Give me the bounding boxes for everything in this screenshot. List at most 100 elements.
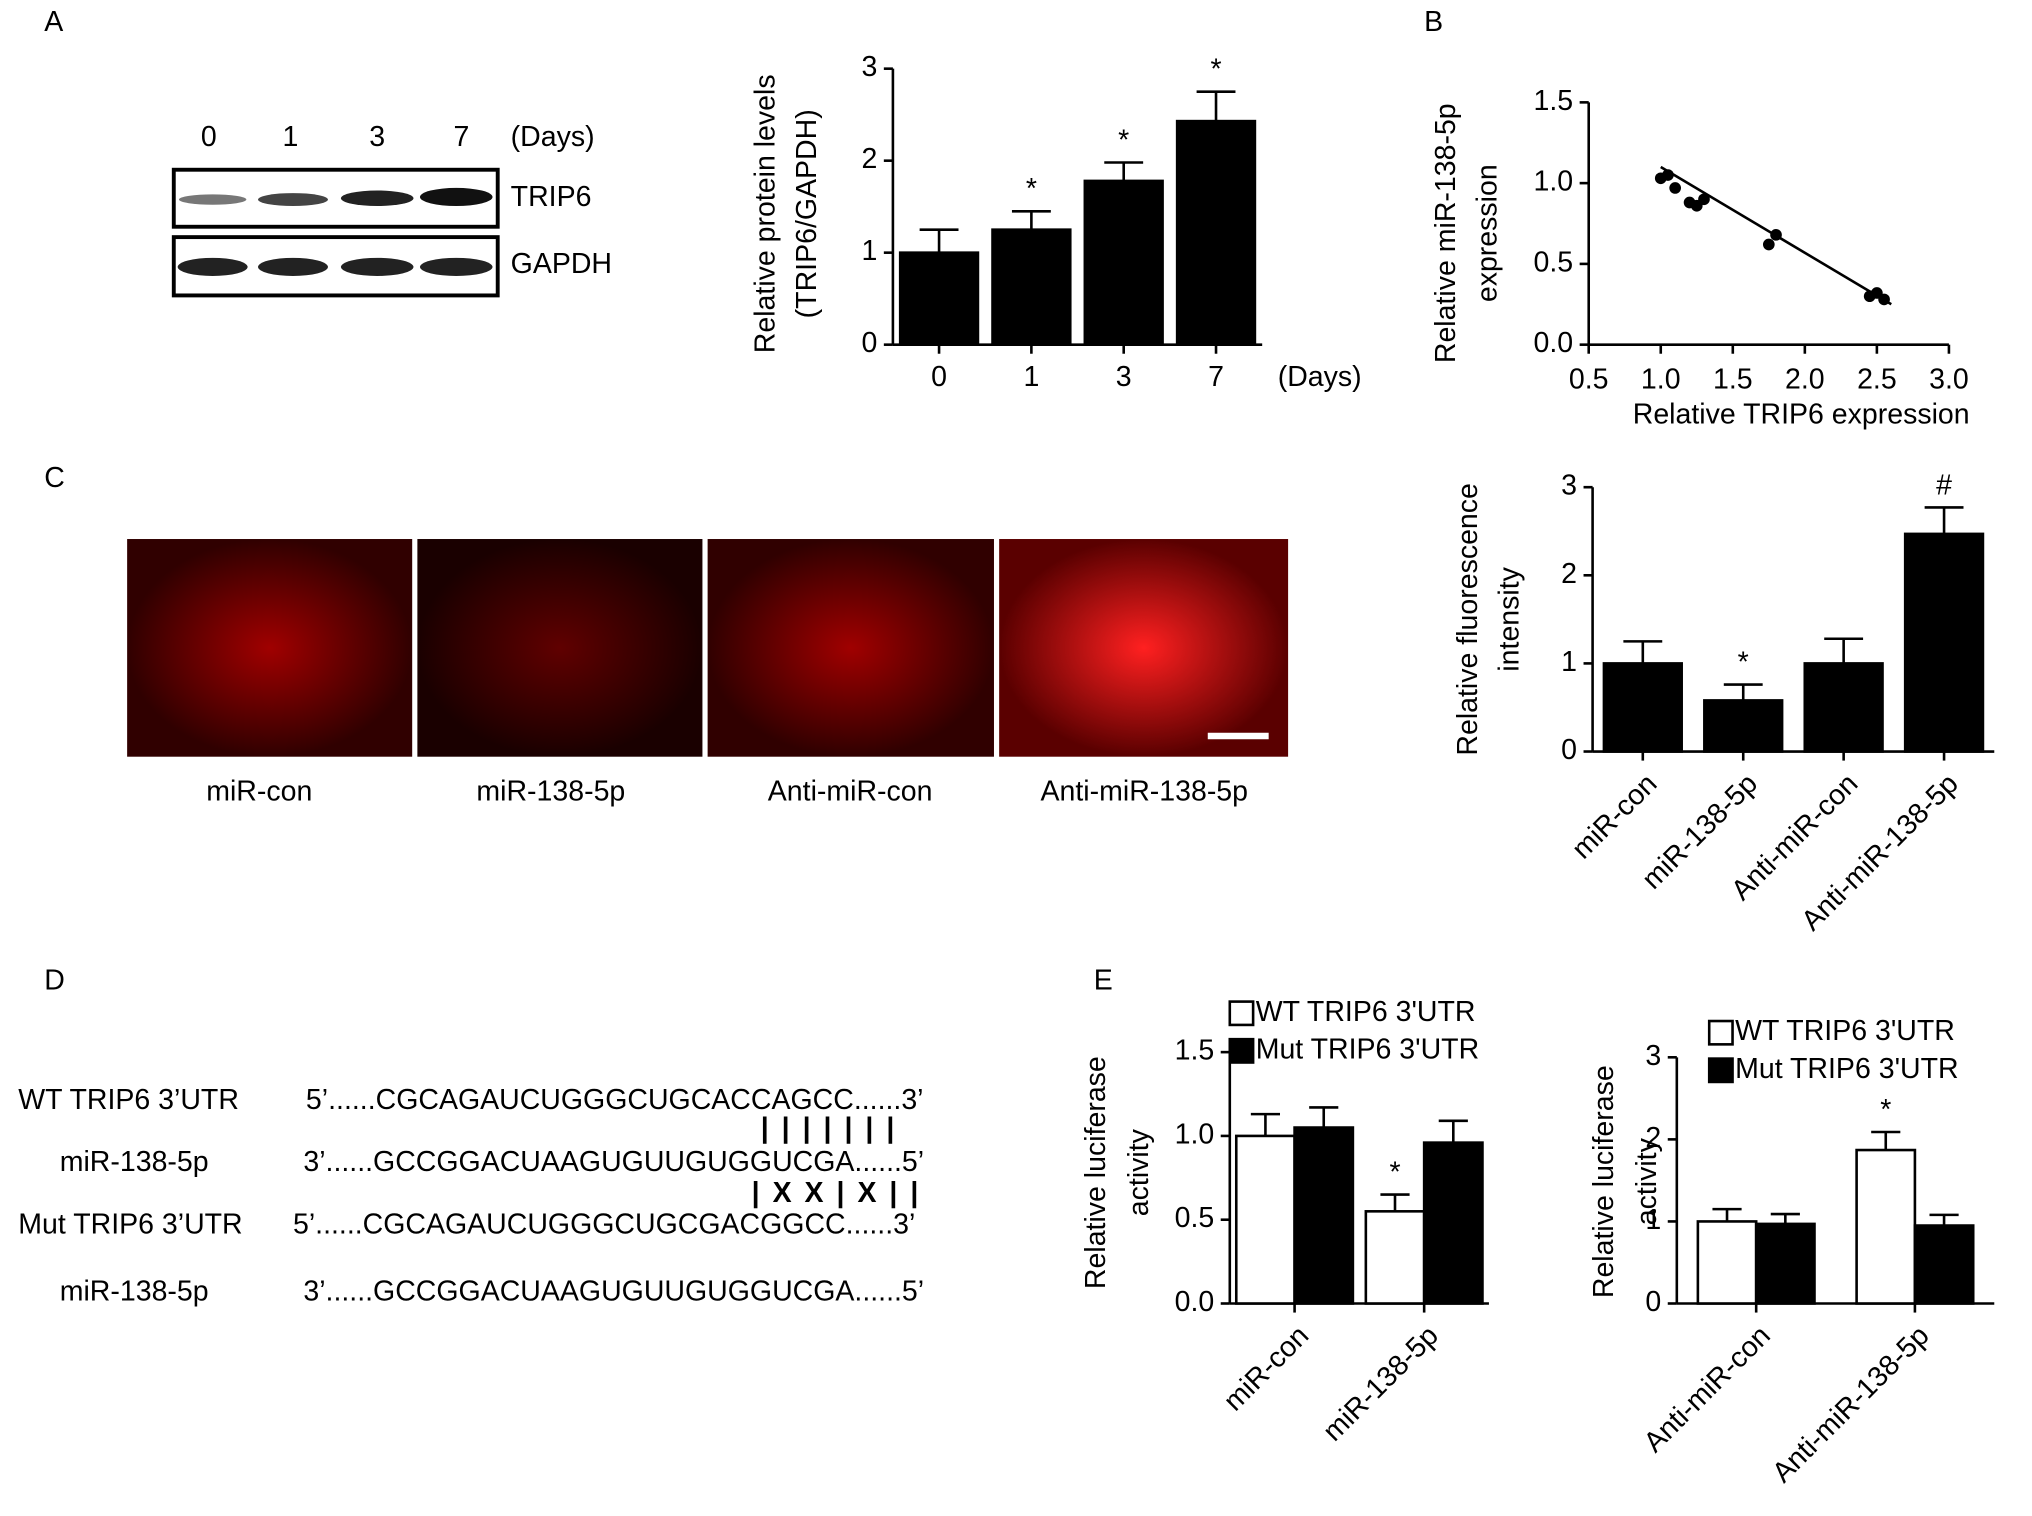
error-bar [1250,1112,1281,1136]
y-tick-label: 1 [861,235,877,267]
legend-swatch [1707,1057,1734,1084]
panel-label: A [44,6,63,38]
y-tick-label: 2 [1645,1122,1661,1154]
error-bar [919,228,959,253]
legend-swatch [1707,1019,1734,1046]
error-bar [1104,161,1144,181]
legend-swatch [1228,1000,1255,1027]
sequence: 5’......CGCAGAUCUGGGCUGCGACGGCC......3’ [293,1208,915,1240]
micrograph [127,539,413,757]
y-tick-label: 0 [1561,734,1577,766]
bar [1293,1126,1355,1305]
y-tick-label: 3 [1645,1040,1661,1072]
significance: * [1118,124,1129,156]
point [1662,169,1674,181]
y-tick-label: 0 [1645,1286,1661,1318]
bar [1364,1210,1426,1305]
y-tick-label: 1.0 [1175,1118,1215,1150]
sequence: 5’......CGCAGAUCUGGGCUGCACCAGCC......3’ [306,1084,924,1116]
sequence: 3’......GCCGGACUAAGUGUUGUGGUCGA......5’ [303,1146,924,1178]
sequence-name: miR-138-5p [60,1146,209,1178]
y-tick-label: 1 [1561,646,1577,678]
error-bar [1723,683,1763,701]
error-bar [1871,1130,1901,1151]
bar [1234,1134,1296,1305]
band [419,257,493,276]
y-tick-label: 0.5 [1534,246,1574,278]
x-tick-label: 1.0 [1641,363,1681,395]
point [1669,182,1681,194]
blot-row-label: TRIP6 [511,181,592,213]
error-bar [1011,209,1051,230]
y-tick-label: 2 [1561,558,1577,590]
pairing: ||||||| [761,1112,908,1144]
panel-label: C [44,462,65,494]
panel-label: D [44,965,65,997]
x-tick-label: 2.0 [1785,363,1825,395]
bar [991,228,1072,346]
blot-unit: (Days) [511,121,595,153]
error-bar [1309,1106,1339,1128]
y-tick-label: 1.0 [1534,166,1574,198]
y-axis-label: expression [1471,164,1503,302]
significance: * [1389,1156,1400,1188]
error-bar [1924,506,1964,534]
micrograph-caption: miR-con [206,776,312,808]
band [340,257,414,276]
bar [1602,662,1683,753]
point [1698,193,1710,206]
bar [1754,1222,1816,1305]
panel-label: B [1424,6,1443,38]
lane-label: 1 [282,121,298,153]
significance: * [1210,53,1221,85]
legend-label: WT TRIP6 3'UTR [1735,1015,1955,1047]
y-tick-label: 1.5 [1534,85,1574,117]
y-tick-label: 2 [861,143,877,175]
sequence-name: WT TRIP6 3’UTR [18,1084,239,1116]
error-bar [1824,637,1864,664]
error-bar [1929,1213,1959,1226]
bar [1696,1220,1758,1305]
significance: * [1738,646,1749,678]
y-tick-label: 1.5 [1175,1035,1215,1067]
y-axis-label: intensity [1493,566,1525,671]
error-bar [1380,1193,1410,1212]
y-tick-label: 0 [861,327,877,359]
bar [1913,1224,1975,1305]
band [258,193,328,207]
x-tick-label: 1 [1023,361,1039,393]
error-bar [1438,1119,1468,1143]
figure-content: A B C D E 0 1 3 7 (Days) TRIP6 GAPDH miR-con miR-138-… [18,6,1995,1489]
point [1762,238,1775,251]
error-bar [1712,1207,1742,1222]
y-axis-label: Relative luciferase [1080,1056,1112,1289]
micrograph-caption: Anti-miR-con [768,776,933,808]
significance: * [1880,1094,1891,1126]
lane-label: 3 [369,121,385,153]
significance: # [1936,469,1952,501]
band [258,257,328,276]
y-tick-label: 0.5 [1175,1202,1215,1234]
error-bar [1623,640,1663,664]
bar [1855,1148,1917,1305]
point [1770,228,1782,241]
y-axis-label: Relative protein levels [750,74,782,353]
y-tick-label: 0.0 [1175,1286,1215,1318]
y-tick-label: 1 [1645,1204,1661,1236]
blot-row-label: GAPDH [511,248,612,280]
y-axis-label: (TRIP6/GAPDH) [791,109,823,318]
sequence: 3’......GCCGGACUAAGUGUUGUGGUCGA......5’ [303,1276,924,1308]
y-axis-label: activity [1123,1128,1155,1216]
micrograph [417,539,703,757]
sequence-name: miR-138-5p [60,1276,209,1308]
point [1878,293,1890,306]
error-bar [1770,1212,1800,1224]
bar [1903,532,1985,753]
x-tick-label: 1.5 [1713,363,1753,395]
x-axis-label: (Days) [1278,361,1362,393]
x-tick-label: 7 [1208,361,1224,393]
error-bar [1196,90,1236,122]
legend-label: Mut TRIP6 3'UTR [1256,1033,1479,1065]
y-tick-label: 0.0 [1534,327,1574,359]
